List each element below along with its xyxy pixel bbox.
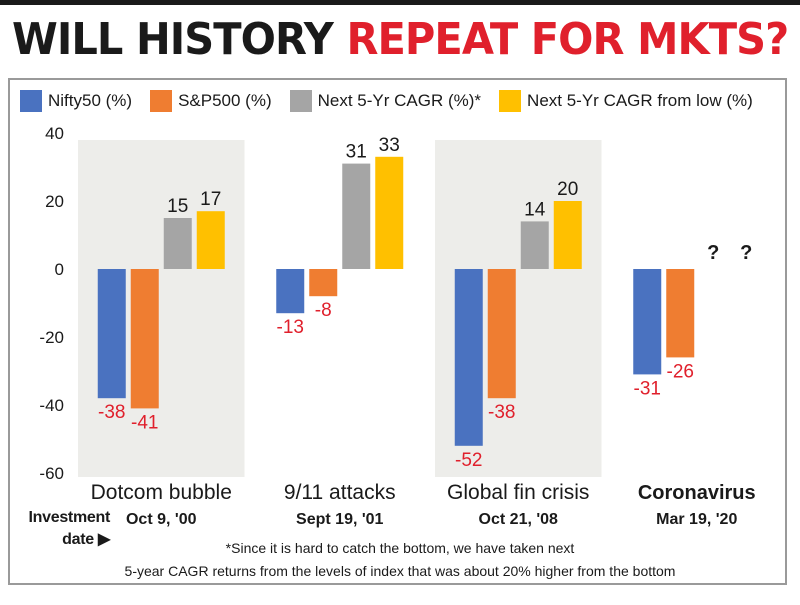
bar-3-2 bbox=[553, 201, 582, 269]
bar-1-2 bbox=[487, 269, 516, 399]
data-label-3-2: 20 bbox=[557, 179, 578, 200]
bar-0-1 bbox=[276, 269, 305, 314]
legend-item-1: S&P500 (%) bbox=[150, 90, 272, 112]
legend-item-3: Next 5-Yr CAGR from low (%) bbox=[499, 90, 753, 112]
legend-label-0: Nifty50 (%) bbox=[48, 91, 133, 110]
data-label-3-0: 17 bbox=[200, 189, 221, 210]
footnote-line-1: *Since it is hard to catch the bottom, w… bbox=[225, 540, 575, 556]
chart-frame bbox=[8, 78, 787, 585]
data-label-0-0: -38 bbox=[98, 402, 125, 423]
data-label-3-1: 33 bbox=[379, 135, 400, 156]
data-label-1-2: -38 bbox=[488, 402, 515, 423]
investment-date-line-1: Investment bbox=[28, 509, 111, 526]
bar-1-3 bbox=[666, 269, 695, 358]
data-label-1-1: -8 bbox=[315, 300, 332, 321]
category-label-1: 9/11 attacks bbox=[284, 481, 396, 504]
bar-0-0 bbox=[97, 269, 126, 399]
legend-item-0: Nifty50 (%) bbox=[20, 90, 132, 112]
bar-0-3 bbox=[633, 269, 662, 375]
y-tick-label-4: -40 bbox=[39, 396, 64, 415]
investment-date-label: Investment date ▶ bbox=[18, 507, 111, 551]
top-rule bbox=[0, 0, 800, 5]
bar-3-1 bbox=[375, 156, 404, 269]
data-label-2-0: 15 bbox=[167, 196, 188, 217]
bar-0-2 bbox=[454, 269, 483, 446]
data-label-3-3: ? bbox=[740, 242, 752, 264]
legend-label-2: Next 5-Yr CAGR (%)* bbox=[317, 91, 482, 110]
investment-date-1: Sept 19, '01 bbox=[296, 511, 384, 528]
footnote-line-2: 5-year CAGR returns from the levels of i… bbox=[124, 563, 676, 579]
investment-date-3: Mar 19, '20 bbox=[656, 511, 737, 528]
data-label-1-3: -26 bbox=[667, 361, 694, 382]
data-label-1-0: -41 bbox=[131, 412, 158, 433]
bar-3-0 bbox=[196, 211, 225, 269]
legend: Nifty50 (%) S&P500 (%) Next 5-Yr CAGR (%)*… bbox=[20, 88, 771, 114]
bar-2-0 bbox=[163, 218, 192, 269]
y-tick-label-2: 0 bbox=[55, 260, 64, 279]
category-label-3: Coronavirus bbox=[638, 482, 756, 504]
legend-swatch-2 bbox=[289, 90, 312, 112]
data-label-0-1: -13 bbox=[277, 317, 304, 338]
data-label-2-1: 31 bbox=[346, 142, 367, 163]
bar-1-1 bbox=[309, 269, 338, 297]
title-part-1: WILL HISTORY bbox=[12, 14, 334, 65]
legend-item-2: Next 5-Yr CAGR (%)* bbox=[289, 90, 482, 112]
legend-label-1: S&P500 (%) bbox=[178, 91, 272, 110]
investment-date-0: Oct 9, '00 bbox=[126, 511, 197, 528]
y-tick-label-1: 20 bbox=[45, 192, 64, 211]
data-label-0-2: -52 bbox=[455, 450, 482, 471]
legend-swatch-0 bbox=[20, 90, 42, 112]
data-label-2-3: ? bbox=[707, 242, 719, 264]
category-label-2: Global fin crisis bbox=[447, 481, 589, 504]
bar-1-0 bbox=[130, 269, 159, 409]
category-label-0: Dotcom bubble bbox=[91, 481, 232, 504]
bar-2-2 bbox=[520, 221, 549, 269]
title-part-2: REPEAT FOR MKTS? bbox=[346, 14, 789, 65]
investment-date-line-2: date ▶ bbox=[62, 531, 110, 548]
bar-2-1 bbox=[342, 163, 371, 269]
investment-date-2: Oct 21, '08 bbox=[479, 511, 559, 528]
y-tick-label-5: -60 bbox=[39, 464, 64, 483]
chart-title: WILL HISTORY REPEAT FOR MKTS? bbox=[12, 12, 789, 68]
y-tick-label-3: -20 bbox=[39, 328, 64, 347]
legend-swatch-1 bbox=[150, 90, 173, 112]
y-tick-label-0: 40 bbox=[45, 124, 64, 143]
data-label-2-2: 14 bbox=[524, 199, 546, 220]
legend-swatch-3 bbox=[499, 90, 522, 112]
legend-label-3: Next 5-Yr CAGR from low (%) bbox=[527, 91, 753, 110]
data-label-0-3: -31 bbox=[634, 378, 661, 399]
